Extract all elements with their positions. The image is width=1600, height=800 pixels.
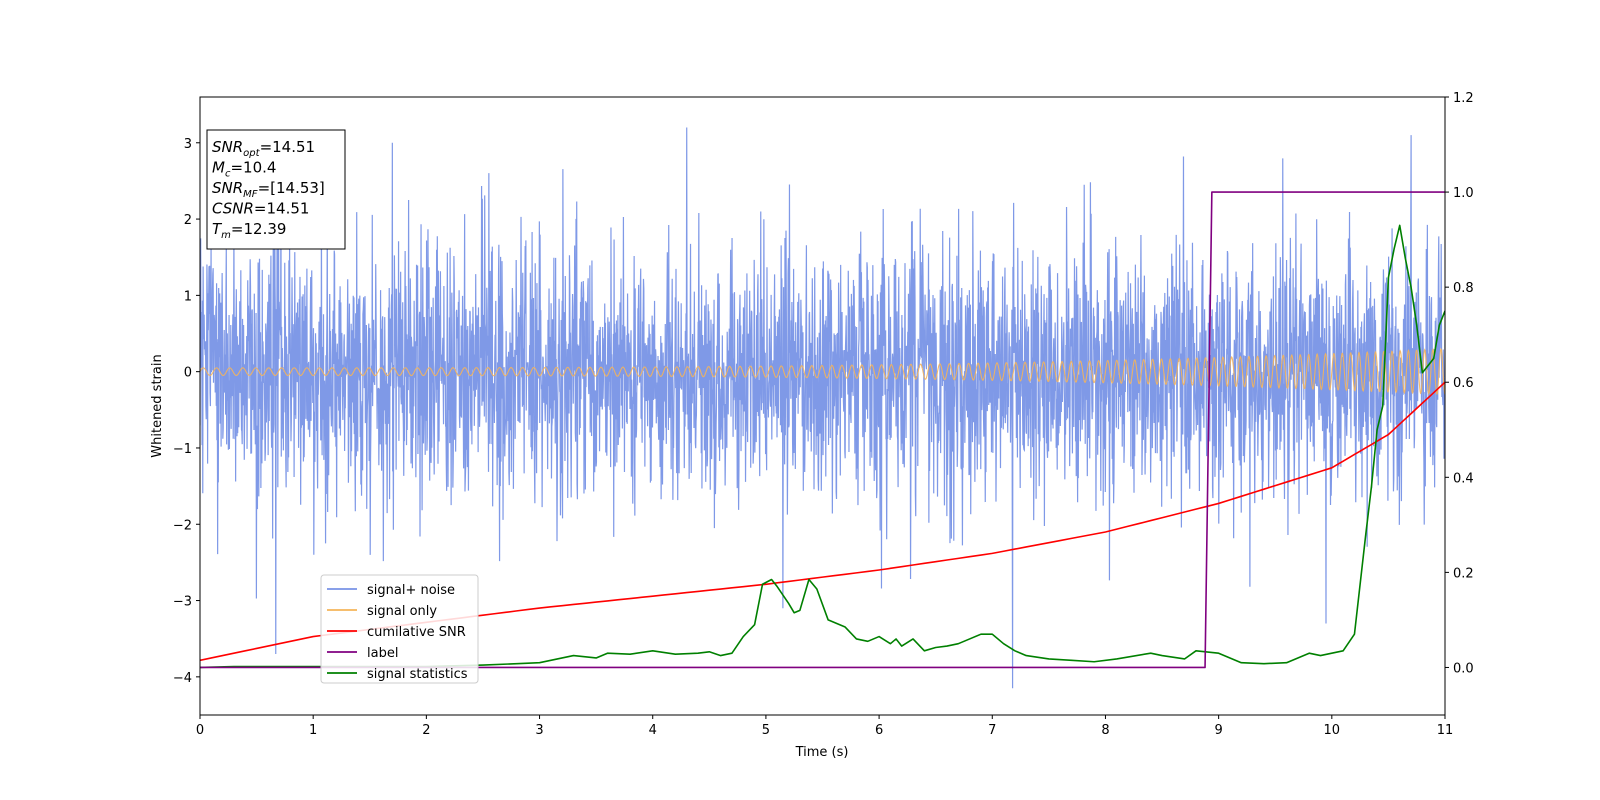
y-tick-label: 3 (184, 137, 192, 152)
y2-tick-label: 0.0 (1453, 661, 1474, 676)
x-tick-label: 10 (1324, 723, 1341, 738)
y-axis-label: Whitened strain (150, 354, 165, 457)
x-tick-label: 6 (875, 723, 883, 738)
x-tick-label: 11 (1437, 723, 1454, 738)
y2-tick-label: 1.0 (1453, 186, 1474, 201)
annotation-line: Mc=10.4 (212, 159, 276, 180)
y-tick-label: −2 (173, 518, 192, 533)
y2-tick-label: 0.2 (1453, 566, 1474, 581)
legend-label-cumilative-snr: cumilative SNR (367, 625, 466, 640)
y-tick-label: −4 (173, 671, 192, 686)
x-tick-label: 3 (535, 723, 543, 738)
legend-label-signal-statistics: signal statistics (367, 667, 468, 682)
series-signal-noise-line (200, 127, 1445, 689)
annotation-line: SNRopt=14.51 (212, 138, 315, 159)
annotation-line: SNRMF=[14.53] (212, 179, 325, 200)
y2-tick-label: 0.4 (1453, 471, 1474, 486)
y2-tick-label: 1.2 (1453, 91, 1474, 106)
y-axis-left: −4 −3 −2 −1 0 1 2 3 (173, 137, 200, 686)
y-tick-label: −3 (173, 595, 192, 610)
legend-frame (320, 574, 479, 684)
y-tick-label: −1 (173, 442, 192, 457)
annotation-box: SNRopt=14.51Mc=10.4SNRMF=[14.53]CSNR=14.… (206, 129, 346, 250)
legend: signal+ noise signal only cumilative SNR la… (320, 574, 479, 684)
y2-tick-label: 0.8 (1453, 281, 1474, 296)
legend-label-label: label (367, 646, 398, 661)
x-tick-label: 0 (196, 723, 204, 738)
annotation-line: Tm=12.39 (212, 220, 286, 241)
annotation-line: CSNR=14.51 (212, 200, 309, 218)
legend-label-signal-only: signal only (367, 604, 437, 619)
x-axis-label: Time (s) (795, 745, 849, 760)
y-axis-right: 0.0 0.2 0.4 0.6 0.8 1.0 1.2 (1445, 91, 1474, 676)
x-tick-label: 1 (309, 723, 317, 738)
legend-label-signal-noise: signal+ noise (367, 583, 455, 598)
x-tick-label: 8 (1101, 723, 1109, 738)
y-tick-label: 0 (184, 366, 192, 381)
x-tick-label: 7 (988, 723, 996, 738)
series-signal-only-line (200, 347, 1445, 396)
x-tick-label: 2 (422, 723, 430, 738)
x-axis: 0 1 2 3 4 5 6 7 8 9 10 11 (196, 715, 1453, 738)
y-tick-label: 2 (184, 213, 192, 228)
x-tick-label: 5 (762, 723, 770, 738)
series-signal-statistics-line (200, 224, 1445, 669)
y2-tick-label: 0.6 (1453, 376, 1474, 391)
x-tick-label: 4 (649, 723, 657, 738)
x-tick-label: 9 (1214, 723, 1222, 738)
series-label-line (200, 191, 1445, 669)
plot-frame (199, 96, 1446, 716)
y-tick-label: 1 (184, 289, 192, 304)
